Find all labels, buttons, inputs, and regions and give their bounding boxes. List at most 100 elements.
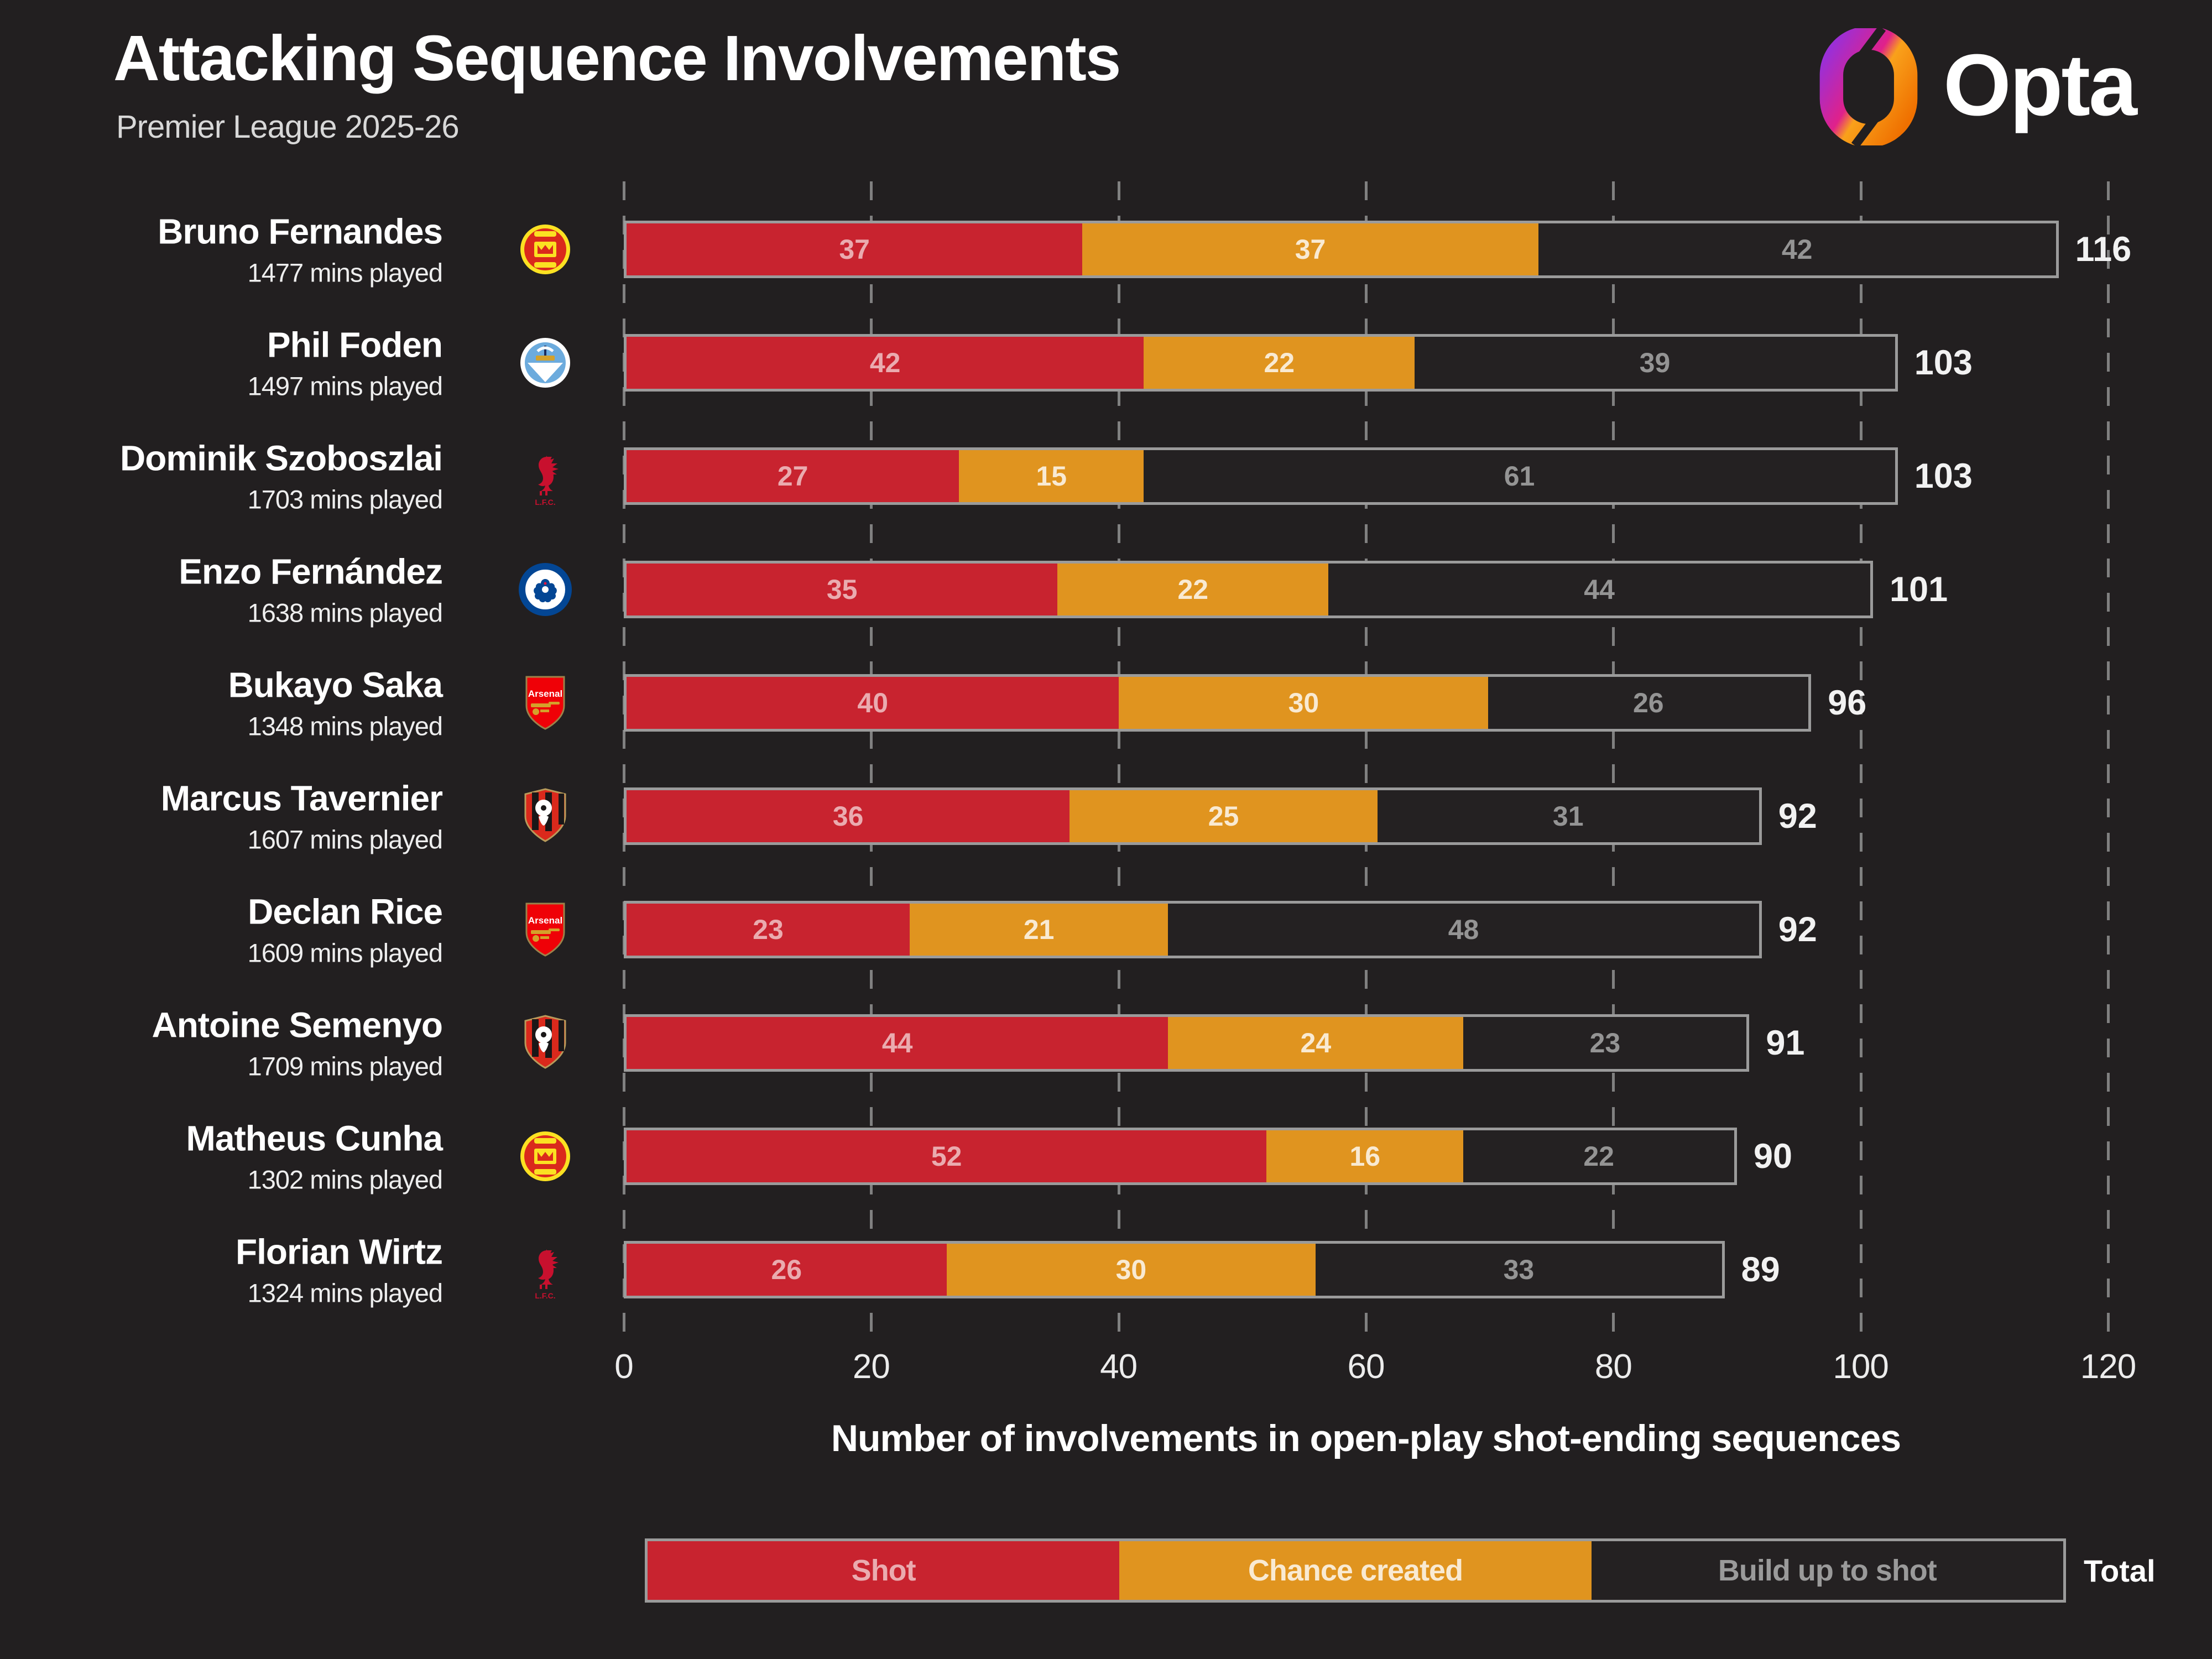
bar-area: 36 25 31 92 [624, 759, 2108, 873]
chance-created-value: 30 [1115, 1254, 1147, 1285]
shot-value: 36 [832, 800, 864, 832]
chance-created-value: 37 [1295, 233, 1326, 265]
opta-brand: Opta [1819, 25, 2137, 148]
player-mins: 1709 mins played [247, 1051, 443, 1081]
shot-value: 26 [771, 1254, 802, 1285]
build-up-segment: 33 [1316, 1243, 1722, 1296]
legend-label-build-up-to-shot: Build up to shot [1718, 1554, 1937, 1587]
page-subtitle: Premier League 2025-26 [116, 109, 460, 145]
chance-created-value: 22 [1264, 347, 1295, 378]
total-value: 90 [1754, 1136, 1793, 1176]
total-value: 103 [1914, 456, 1973, 495]
total-value: 92 [1778, 910, 1817, 949]
chance-created-segment: 30 [1119, 676, 1489, 729]
player-mins: 1638 mins played [247, 598, 443, 627]
x-axis-label: Number of involvements in open-play shot… [831, 1417, 1901, 1459]
stacked-bar: 27 15 61 [624, 447, 1898, 505]
player-row: Marcus Tavernier 1607 mins played 36 25 … [0, 759, 2212, 873]
chance-created-segment: 22 [1144, 336, 1415, 389]
total-value: 91 [1766, 1023, 1805, 1062]
shot-value: 35 [826, 573, 858, 605]
x-tick-label-0: 0 [614, 1348, 633, 1386]
stacked-bar: 42 22 39 [624, 333, 1898, 392]
gridline-0 [623, 181, 625, 1343]
player-name: Florian Wirtz [236, 1232, 443, 1271]
total-value: 96 [1828, 683, 1867, 722]
player-name: Bukayo Saka [228, 665, 443, 705]
bar-area: 23 21 48 92 [624, 873, 2108, 986]
build-up-segment: 44 [1328, 563, 1870, 615]
player-name: Antoine Semenyo [152, 1005, 443, 1045]
shot-segment: 26 [627, 1243, 947, 1296]
chance-created-value: 21 [1023, 914, 1055, 945]
build-up-value: 44 [1584, 573, 1615, 605]
build-up-segment: 22 [1463, 1130, 1734, 1182]
svg-text:L.F.C.: L.F.C. [535, 1291, 555, 1300]
club-badge-liverpool: L.F.C. [518, 1239, 573, 1301]
build-up-value: 22 [1583, 1140, 1614, 1172]
legend: Shot Chance created Build up to shot [645, 1538, 2066, 1603]
bar-area: 37 37 42 116 [624, 192, 2131, 306]
shot-segment: 52 [627, 1130, 1267, 1182]
player-label: Declan Rice 1609 mins played [0, 891, 443, 968]
build-up-value: 31 [1552, 800, 1584, 832]
player-name: Bruno Fernandes [158, 211, 443, 251]
player-name: Phil Foden [267, 325, 443, 364]
player-label: Florian Wirtz 1324 mins played [0, 1231, 443, 1308]
player-mins: 1477 mins played [247, 258, 443, 287]
chance-created-segment: 30 [946, 1243, 1316, 1296]
shot-value: 40 [857, 687, 889, 718]
player-label: Enzo Fernández 1638 mins played [0, 551, 443, 628]
chart-rows: Bruno Fernandes 1477 mins played 37 37 4… [0, 192, 2212, 1326]
build-up-value: 39 [1639, 347, 1671, 378]
chance-created-segment: 16 [1266, 1130, 1464, 1182]
legend-total-label: Total [2084, 1553, 2156, 1588]
shot-segment: 23 [627, 903, 910, 956]
player-name: Declan Rice [248, 891, 443, 931]
stacked-bar: 26 30 33 [624, 1240, 1725, 1298]
player-mins: 1324 mins played [247, 1278, 443, 1307]
player-row: Bruno Fernandes 1477 mins played 37 37 4… [0, 192, 2212, 306]
total-value: 116 [2075, 229, 2132, 269]
club-badge-chelsea [518, 559, 573, 620]
stacked-bar: 52 16 22 [624, 1127, 1737, 1185]
stacked-bar: 23 21 48 [624, 900, 1762, 958]
shot-segment: 37 [627, 223, 1083, 275]
gridline-80 [1612, 181, 1615, 1343]
x-tick-label-80: 80 [1594, 1348, 1632, 1386]
bar-area: 26 30 33 89 [624, 1213, 2108, 1326]
player-name: Dominik Szoboszlai [120, 438, 443, 478]
club-badge-arsenal: Arsenal [518, 899, 573, 961]
bar-area: 52 16 22 90 [624, 1099, 2108, 1213]
build-up-value: 23 [1589, 1027, 1621, 1058]
player-row: Antoine Semenyo 1709 mins played 44 24 2… [0, 986, 2212, 1099]
x-tick-label-100: 100 [1833, 1348, 1888, 1386]
build-up-segment: 48 [1168, 903, 1759, 956]
shot-value: 23 [753, 914, 784, 945]
legend-item-shot: Shot [648, 1541, 1120, 1600]
player-row: Matheus Cunha 1302 mins played 52 16 22 [0, 1099, 2212, 1213]
chance-created-segment: 15 [959, 450, 1144, 502]
legend-item-build-up-to-shot: Build up to shot [1591, 1541, 2063, 1600]
x-tick-label-20: 20 [852, 1348, 890, 1386]
player-name: Matheus Cunha [186, 1118, 443, 1158]
shot-segment: 42 [627, 336, 1144, 389]
player-name: Marcus Tavernier [160, 778, 443, 818]
svg-text:Arsenal: Arsenal [528, 915, 562, 926]
club-badge-manchester-united [518, 1125, 573, 1187]
x-tick-label-60: 60 [1347, 1348, 1385, 1386]
bar-area: 40 30 26 96 [624, 646, 2108, 759]
shot-segment: 44 [627, 1016, 1168, 1069]
shot-value: 37 [839, 233, 870, 265]
svg-text:L.F.C.: L.F.C. [535, 498, 555, 507]
shot-segment: 40 [627, 676, 1119, 729]
gridline-120 [2107, 181, 2110, 1343]
legend-item-chance-created: Chance created [1119, 1541, 1592, 1600]
bar-area: 35 22 44 101 [624, 533, 2108, 646]
total-value: 101 [1890, 570, 1948, 609]
build-up-segment: 61 [1144, 450, 1895, 502]
opta-wordmark: Opta [1943, 36, 2137, 134]
build-up-segment: 39 [1415, 336, 1895, 389]
player-row: Phil Foden 1497 mins played 42 22 39 [0, 306, 2212, 419]
build-up-segment: 26 [1488, 676, 1809, 729]
